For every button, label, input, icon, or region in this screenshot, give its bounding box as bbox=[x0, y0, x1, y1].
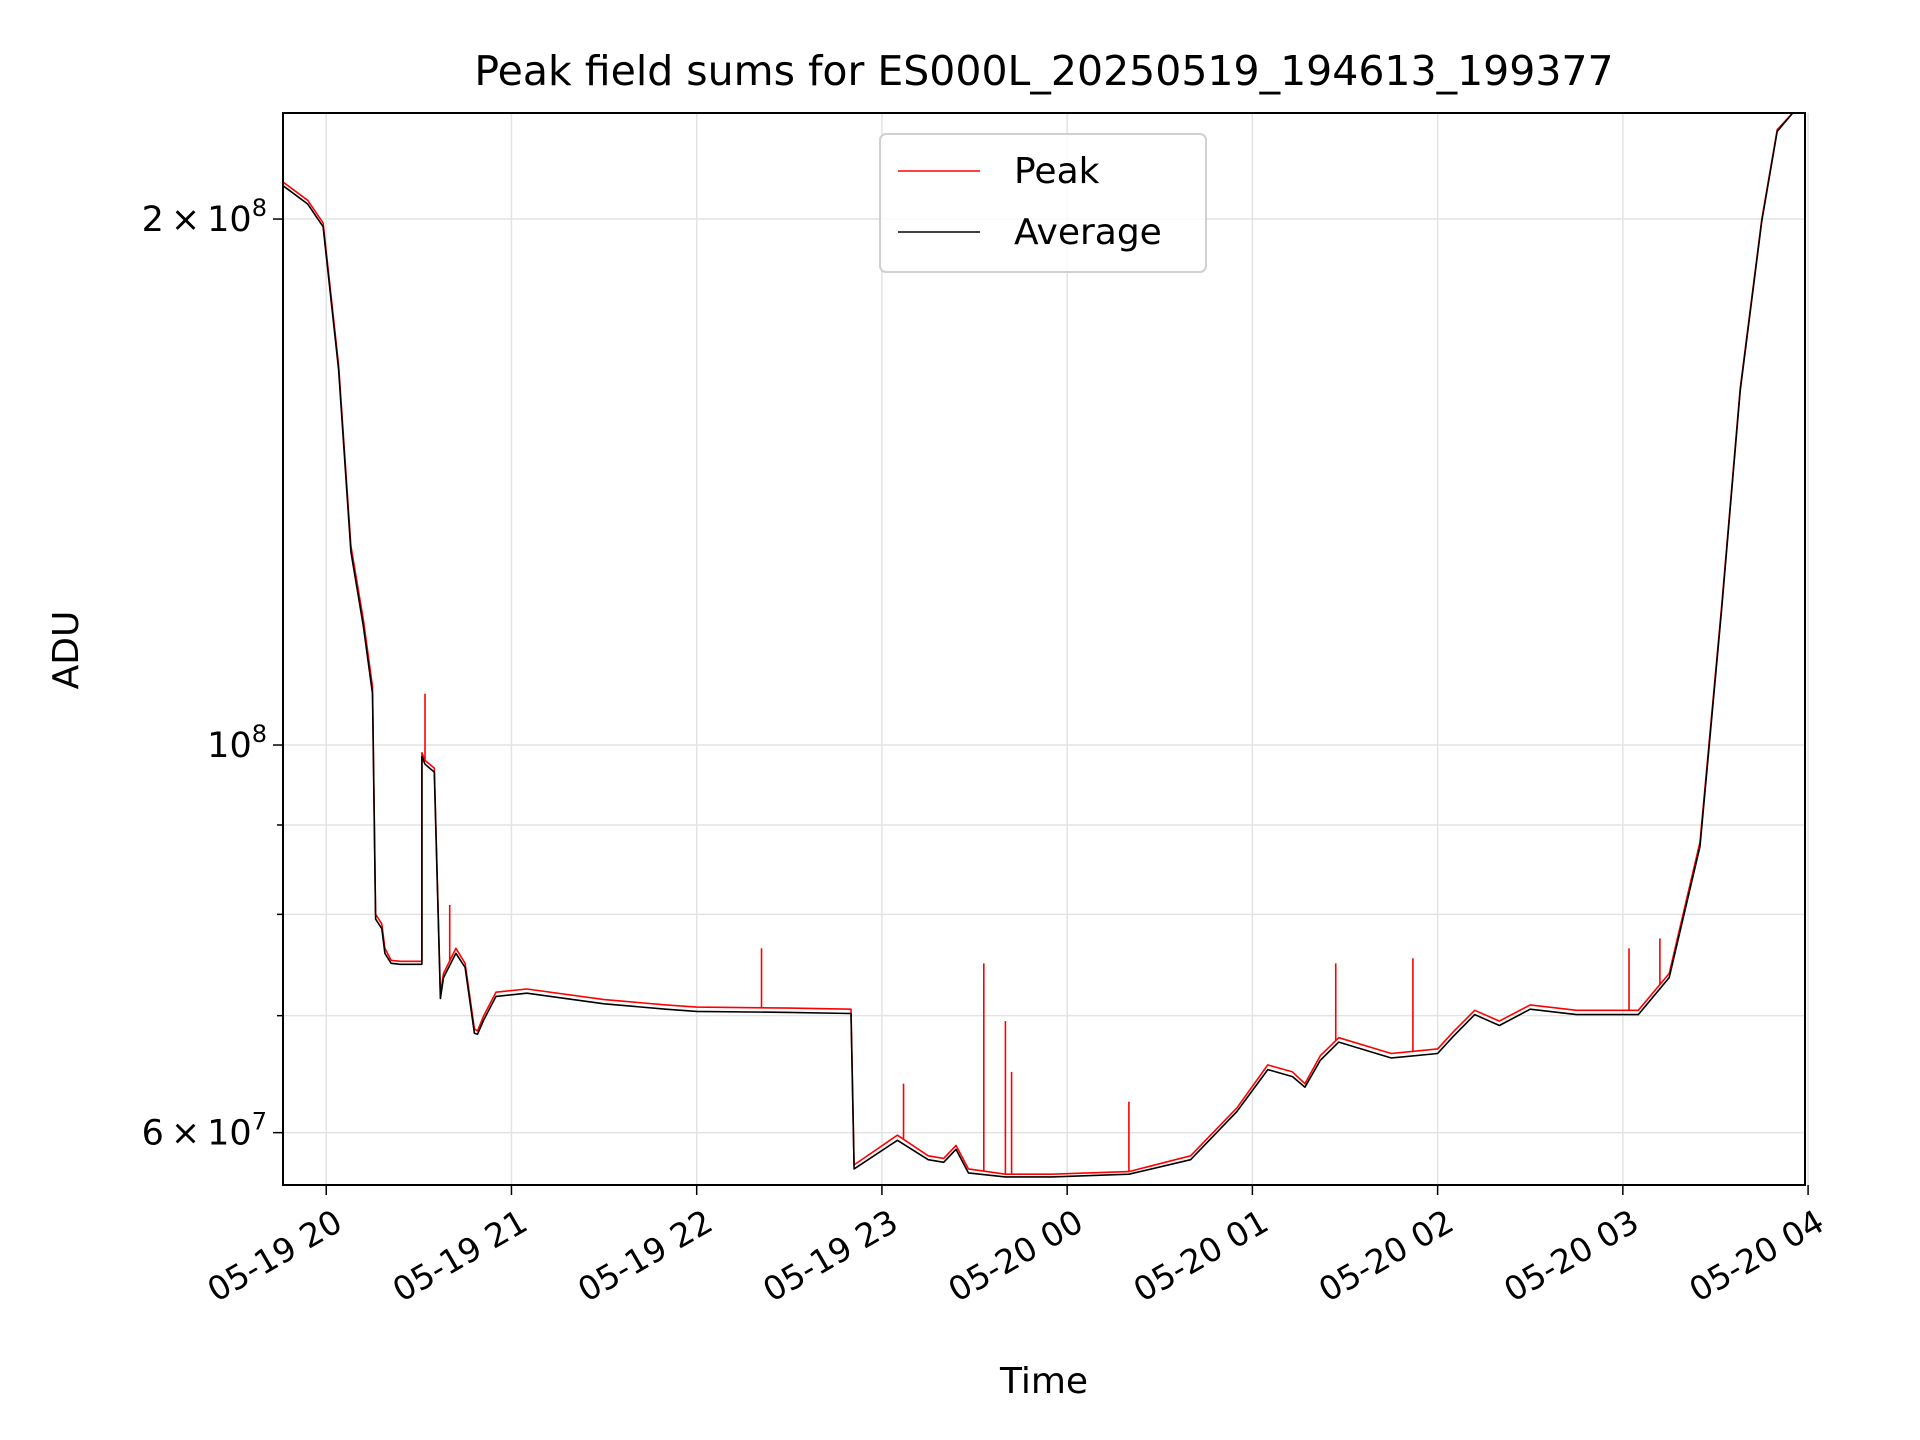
series-group bbox=[283, 113, 1794, 1178]
series-line-average bbox=[283, 113, 1794, 1178]
x-axis-label: Time bbox=[999, 1361, 1088, 1402]
y-axis-label: ADU bbox=[46, 611, 87, 690]
y-tick-label: 2 × 108 bbox=[142, 194, 267, 240]
chart-title: Peak field sums for ES000L_20250519_1946… bbox=[474, 47, 1613, 95]
legend-box bbox=[879, 133, 1207, 273]
legend-label-average: Average bbox=[1014, 212, 1162, 253]
y-tick-label: 108 bbox=[207, 720, 267, 766]
legend-label-peak: Peak bbox=[1014, 151, 1100, 192]
axes-frame bbox=[282, 112, 1806, 1186]
plot-area bbox=[283, 113, 1794, 1178]
legend: Peak Average bbox=[879, 133, 1207, 273]
y-tick-label: 6 × 107 bbox=[142, 1108, 267, 1154]
